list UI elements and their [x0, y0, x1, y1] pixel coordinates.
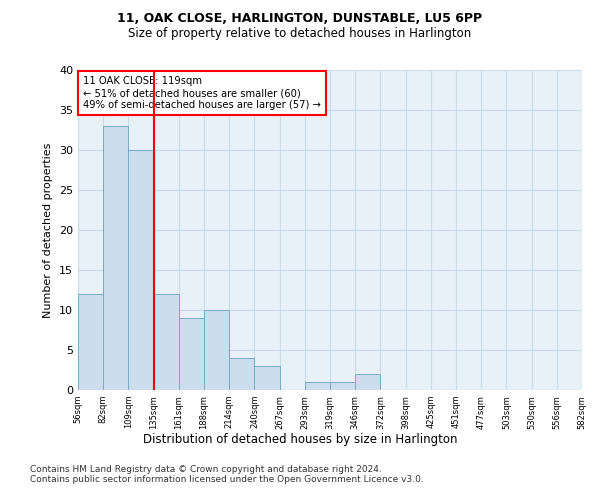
Bar	[229, 358, 254, 390]
Text: Contains HM Land Registry data © Crown copyright and database right 2024.
Contai: Contains HM Land Registry data © Crown c…	[30, 465, 424, 484]
Bar	[305, 382, 330, 390]
Bar	[154, 294, 179, 390]
Y-axis label: Number of detached properties: Number of detached properties	[43, 142, 53, 318]
Bar	[179, 318, 204, 390]
Bar	[78, 294, 103, 390]
Text: 11, OAK CLOSE, HARLINGTON, DUNSTABLE, LU5 6PP: 11, OAK CLOSE, HARLINGTON, DUNSTABLE, LU…	[118, 12, 482, 26]
Text: 11 OAK CLOSE: 119sqm
← 51% of detached houses are smaller (60)
49% of semi-detac: 11 OAK CLOSE: 119sqm ← 51% of detached h…	[83, 76, 321, 110]
Text: Size of property relative to detached houses in Harlington: Size of property relative to detached ho…	[128, 28, 472, 40]
Text: Distribution of detached houses by size in Harlington: Distribution of detached houses by size …	[143, 432, 457, 446]
Bar	[254, 366, 280, 390]
Bar	[128, 150, 154, 390]
Bar	[355, 374, 380, 390]
Bar	[330, 382, 355, 390]
Bar	[103, 126, 128, 390]
Bar	[204, 310, 229, 390]
